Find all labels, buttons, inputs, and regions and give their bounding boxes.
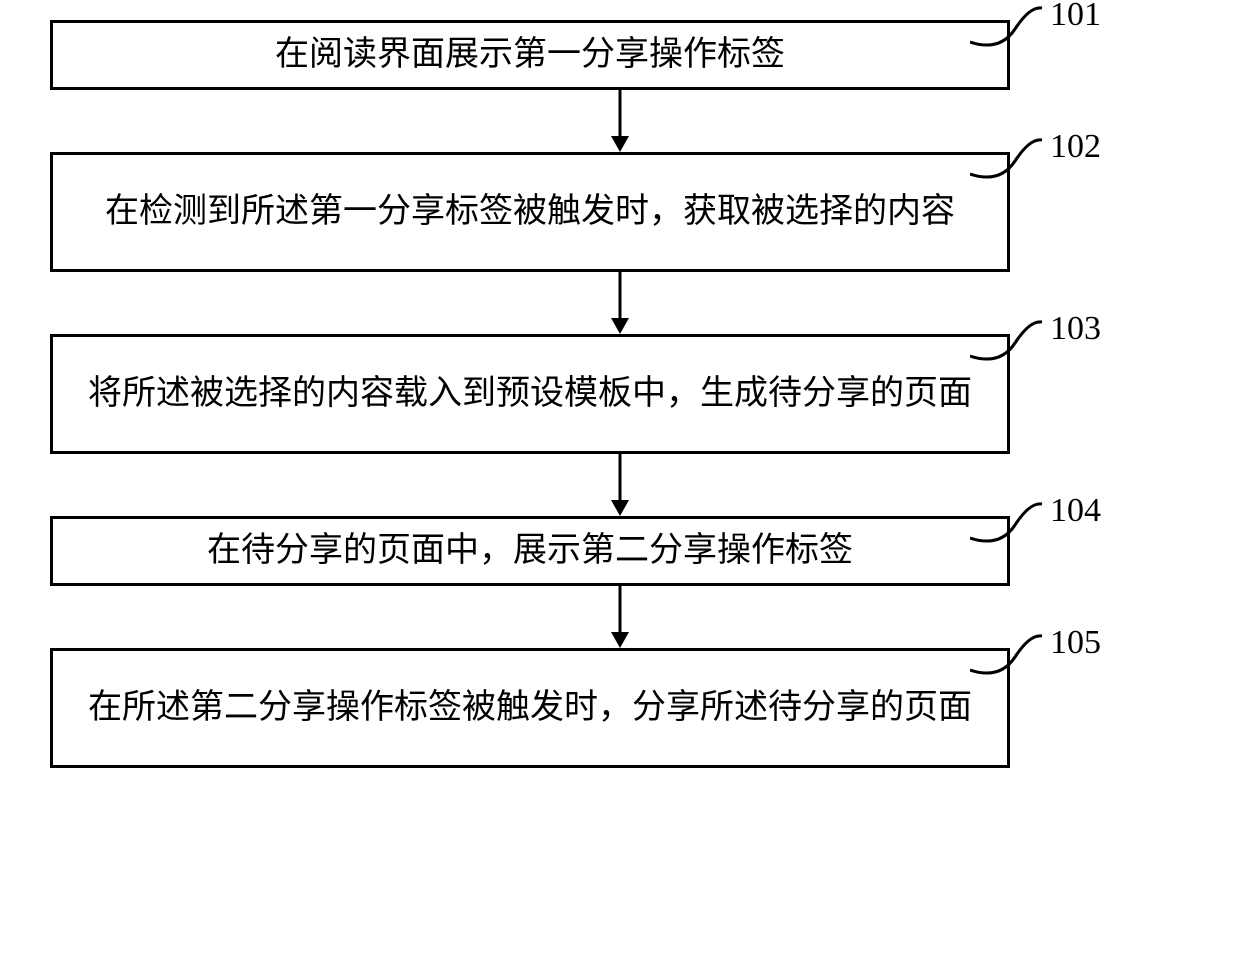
step-label-102: 102 <box>1050 128 1101 166</box>
flow-row: 在检测到所述第一分享标签被触发时，获取被选择的内容 102 <box>50 152 1190 272</box>
flow-connector <box>50 272 1190 334</box>
step-label-101: 101 <box>1050 0 1101 34</box>
step-label-103: 103 <box>1050 310 1101 348</box>
arrow-down-icon <box>605 586 635 648</box>
flow-connector <box>50 586 1190 648</box>
flow-node-102: 在检测到所述第一分享标签被触发时，获取被选择的内容 <box>50 152 1010 272</box>
flow-connector <box>50 90 1190 152</box>
arrow-down-icon <box>605 454 635 516</box>
arrow-down-icon <box>605 272 635 334</box>
flow-node-text: 在所述第二分享操作标签被触发时，分享所述待分享的页面 <box>88 685 972 731</box>
flow-node-text: 在阅读界面展示第一分享操作标签 <box>275 32 785 78</box>
step-label-105: 105 <box>1050 624 1101 662</box>
flow-node-text: 在检测到所述第一分享标签被触发时，获取被选择的内容 <box>105 189 955 235</box>
flow-node-103: 将所述被选择的内容载入到预设模板中，生成待分享的页面 <box>50 334 1010 454</box>
flow-row: 在阅读界面展示第一分享操作标签 101 <box>50 20 1190 90</box>
flow-row: 在所述第二分享操作标签被触发时，分享所述待分享的页面 105 <box>50 648 1190 768</box>
flow-node-101: 在阅读界面展示第一分享操作标签 <box>50 20 1010 90</box>
flow-node-105: 在所述第二分享操作标签被触发时，分享所述待分享的页面 <box>50 648 1010 768</box>
step-label-104: 104 <box>1050 492 1101 530</box>
flow-connector <box>50 454 1190 516</box>
arrow-down-icon <box>605 90 635 152</box>
flow-row: 将所述被选择的内容载入到预设模板中，生成待分享的页面 103 <box>50 334 1190 454</box>
flow-node-text: 在待分享的页面中，展示第二分享操作标签 <box>207 528 853 574</box>
flow-node-text: 将所述被选择的内容载入到预设模板中，生成待分享的页面 <box>88 371 972 417</box>
flow-node-104: 在待分享的页面中，展示第二分享操作标签 <box>50 516 1010 586</box>
flowchart-container: 在阅读界面展示第一分享操作标签 101 在检测到所述第一分享标签被触发时，获取被… <box>50 20 1190 768</box>
flow-row: 在待分享的页面中，展示第二分享操作标签 104 <box>50 516 1190 586</box>
